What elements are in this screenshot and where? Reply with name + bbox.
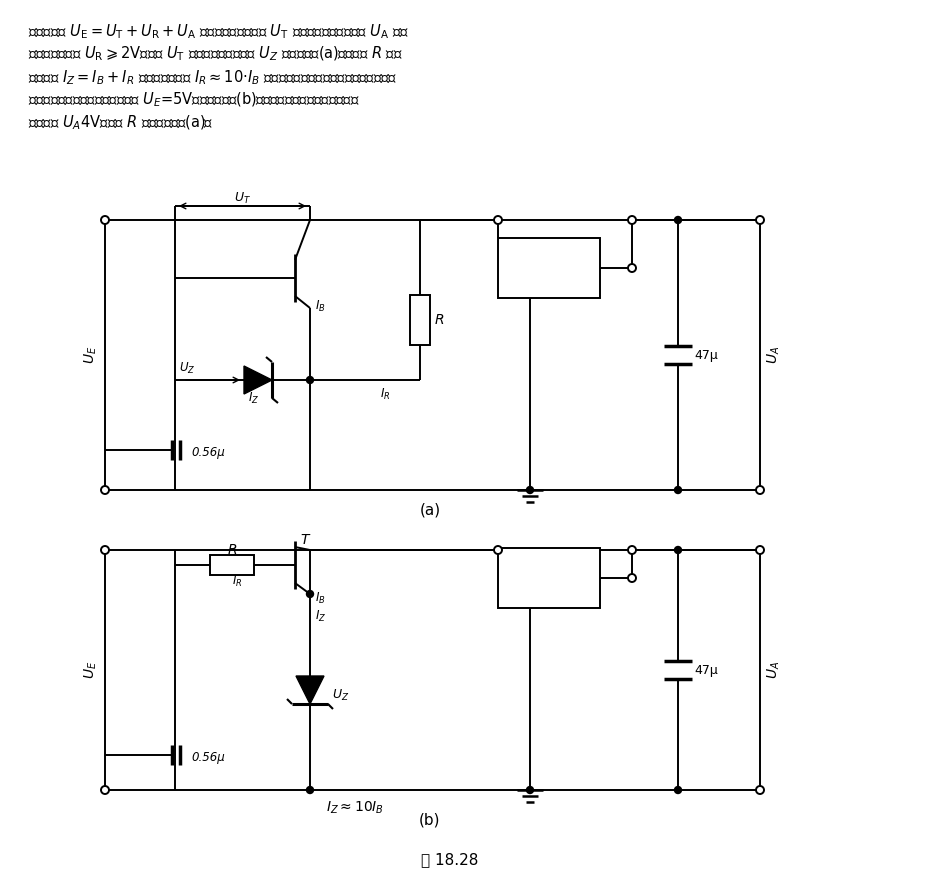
Text: 图 18.28: 图 18.28: [421, 852, 478, 868]
Circle shape: [101, 786, 108, 794]
Text: $I_Z$: $I_Z$: [314, 608, 326, 623]
Circle shape: [306, 377, 313, 384]
Circle shape: [306, 591, 313, 598]
Circle shape: [756, 216, 763, 224]
Circle shape: [493, 216, 502, 224]
Text: >10V: >10V: [530, 274, 567, 287]
Circle shape: [306, 787, 313, 794]
Circle shape: [493, 546, 502, 554]
Circle shape: [628, 264, 635, 272]
Circle shape: [526, 487, 533, 494]
Circle shape: [756, 546, 763, 554]
Text: 0.56μ: 0.56μ: [191, 750, 224, 764]
Text: 由电压方程 $U_{\mathrm{E}}=U_{\mathrm{T}}+U_{\mathrm{R}}+U_{\mathrm{A}}$ 可知，晶体管上电压 $U: 由电压方程 $U_{\mathrm{E}}=U_{\mathrm{T}}+U_{…: [28, 22, 409, 41]
Text: 47μ: 47μ: [693, 663, 717, 677]
Text: $U_Z$: $U_Z$: [179, 361, 196, 376]
Text: 0.56μ: 0.56μ: [191, 446, 224, 458]
Bar: [498, 548, 600, 608]
Text: 47μ: 47μ: [693, 348, 717, 361]
Text: (b): (b): [419, 813, 440, 828]
Text: $I_R$: $I_R$: [379, 386, 389, 401]
Circle shape: [628, 546, 635, 554]
Circle shape: [101, 486, 108, 494]
Text: IC: IC: [540, 250, 557, 265]
Text: $I_B$: $I_B$: [314, 591, 325, 606]
Text: $U_T$: $U_T$: [234, 190, 251, 205]
Text: 输出电压 $U_A$4V。电阻 $R$ 的选择同电路(a)。: 输出电压 $U_A$4V。电阻 $R$ 的选择同电路(a)。: [28, 114, 213, 132]
Circle shape: [674, 217, 680, 224]
Text: 取要满足 $I_Z=I_B+I_R$ 式的边界条件或 $I_R\approx$10·$I_B$ 的原则。此电路适于集成电路有较高工作: 取要满足 $I_Z=I_B+I_R$ 式的边界条件或 $I_R\approx$1…: [28, 68, 397, 87]
Text: 大值。同时应有 $U_{\mathrm{R}}\geqslant$2V。电压 $U_{\mathrm{T}}$ 取决于稳压管稳压值 $U_Z$ 的选择。图(a): 大值。同时应有 $U_{\mathrm{R}}\geqslant$2V。电压 $…: [28, 45, 402, 63]
Circle shape: [628, 574, 635, 582]
Circle shape: [756, 486, 763, 494]
Text: 电压的场合，在较低电压时，例如 $U_E$=5V，则应采用图(b)电路。稳压管的稳压值至少高出: 电压的场合，在较低电压时，例如 $U_E$=5V，则应采用图(b)电路。稳压管的…: [28, 91, 360, 109]
Text: IC: IC: [540, 559, 557, 575]
Text: T: T: [300, 533, 309, 547]
Circle shape: [674, 787, 680, 794]
Circle shape: [756, 786, 763, 794]
Text: $U_Z$: $U_Z$: [332, 687, 349, 702]
Circle shape: [674, 487, 680, 494]
Circle shape: [628, 216, 635, 224]
Text: $I_B$: $I_B$: [314, 298, 325, 313]
Text: <10V: <10V: [530, 583, 567, 597]
Bar: [410, 295, 429, 345]
Circle shape: [674, 546, 680, 553]
Text: $U_E$: $U_E$: [83, 661, 99, 679]
Polygon shape: [244, 366, 272, 394]
Circle shape: [101, 216, 108, 224]
Text: $I_R$: $I_R$: [232, 574, 242, 589]
Text: $R$: $R$: [434, 313, 444, 327]
Text: $I_Z\approx 10I_B$: $I_Z\approx 10I_B$: [325, 800, 384, 816]
Polygon shape: [296, 676, 324, 704]
Text: $R$: $R$: [226, 543, 237, 557]
Text: $I_Z$: $I_Z$: [248, 391, 260, 406]
Circle shape: [526, 787, 533, 794]
Bar: [210, 555, 254, 575]
Text: (a): (a): [419, 503, 440, 518]
Text: $U_E$: $U_E$: [83, 345, 99, 364]
Bar: [498, 238, 600, 298]
Circle shape: [101, 546, 108, 554]
Text: $U_A$: $U_A$: [765, 346, 781, 364]
Text: $U_A$: $U_A$: [765, 661, 781, 679]
